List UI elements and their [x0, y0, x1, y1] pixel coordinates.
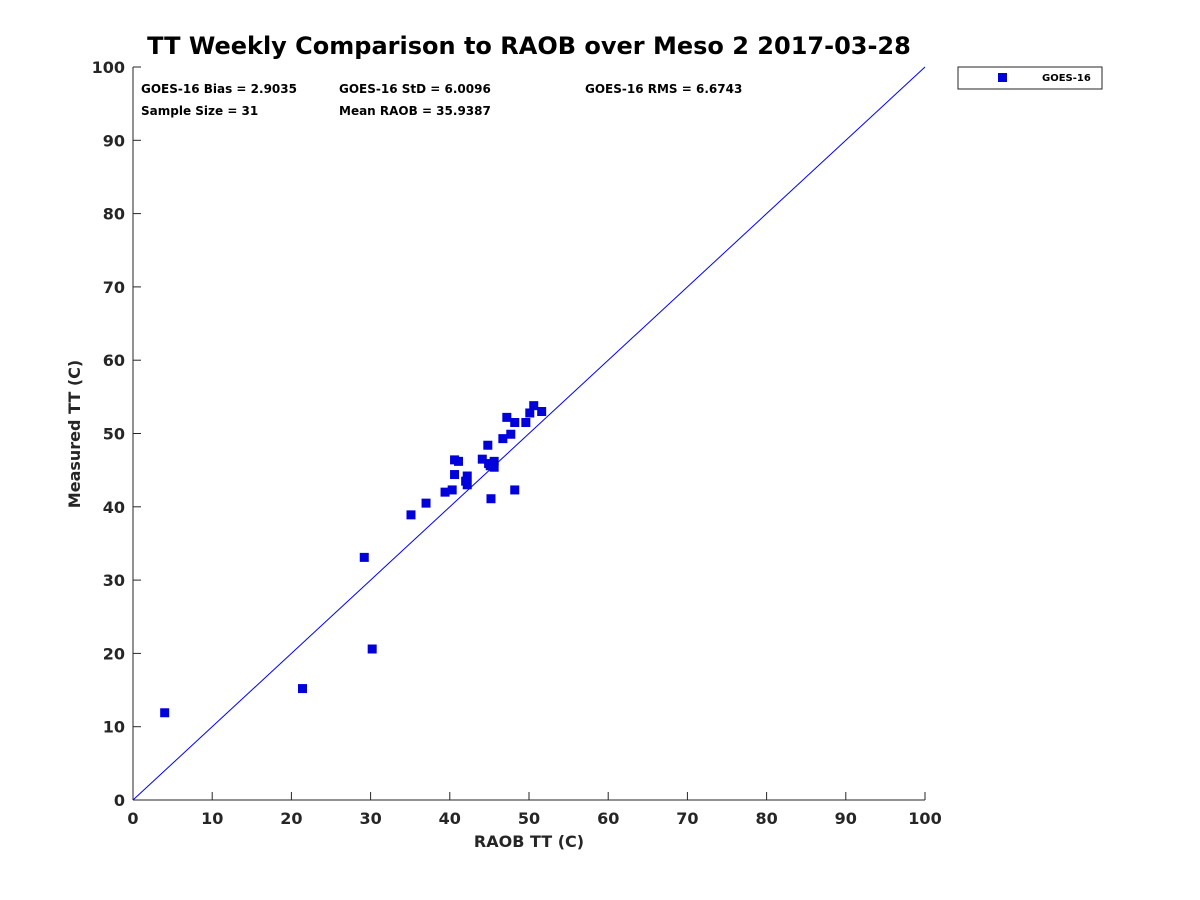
x-ticks: 0 10 20 30 40 50 60 70 80 90 100 — [127, 792, 942, 828]
data-point — [521, 418, 531, 428]
data-point — [454, 456, 464, 466]
data-point — [483, 440, 493, 450]
stat-bias: GOES-16 Bias = 2.9035 — [141, 82, 297, 96]
y-axis-label: Measured TT (C) — [65, 360, 84, 508]
legend-marker — [998, 73, 1007, 82]
data-point — [529, 401, 539, 411]
x-tick-label: 50 — [518, 809, 540, 828]
y-tick-label: 60 — [103, 351, 125, 370]
data-point — [450, 470, 460, 480]
data-points — [160, 401, 547, 718]
stat-std: GOES-16 StD = 6.0096 — [339, 82, 491, 96]
x-tick-label: 0 — [127, 809, 138, 828]
data-point — [160, 708, 170, 718]
y-tick-label: 100 — [92, 58, 125, 77]
y-tick-label: 50 — [103, 425, 125, 444]
data-point — [498, 434, 508, 444]
data-point — [447, 485, 457, 495]
data-point — [477, 454, 487, 464]
x-tick-label: 20 — [280, 809, 302, 828]
data-point — [406, 510, 416, 520]
y-tick-label: 70 — [103, 278, 125, 297]
data-point — [484, 459, 494, 469]
data-point — [506, 429, 516, 439]
data-point — [421, 498, 431, 508]
data-point — [461, 476, 471, 486]
y-tick-label: 80 — [103, 205, 125, 224]
x-tick-label: 10 — [201, 809, 223, 828]
data-point — [359, 552, 369, 562]
data-point — [525, 408, 535, 418]
y-tick-label: 20 — [103, 644, 125, 663]
x-tick-label: 70 — [676, 809, 698, 828]
x-tick-label: 80 — [755, 809, 777, 828]
data-point — [440, 487, 450, 497]
one-to-one-line — [132, 66, 926, 801]
y-tick-label: 90 — [103, 131, 125, 150]
data-point — [462, 471, 472, 481]
x-tick-label: 60 — [597, 809, 619, 828]
x-tick-label: 40 — [439, 809, 461, 828]
data-point — [510, 418, 520, 428]
y-ticks: 0 10 20 30 40 50 60 70 80 90 100 — [92, 58, 141, 810]
stat-mean-raob: Mean RAOB = 35.9387 — [339, 104, 491, 118]
stat-sample-size: Sample Size = 31 — [141, 104, 258, 118]
legend-label: GOES-16 — [1042, 73, 1091, 84]
y-tick-label: 30 — [103, 571, 125, 590]
data-point — [537, 407, 547, 417]
data-point — [502, 412, 512, 422]
x-tick-label: 30 — [359, 809, 381, 828]
x-tick-label: 100 — [908, 809, 941, 828]
y-tick-label: 40 — [103, 498, 125, 517]
data-point — [510, 485, 520, 495]
legend-box — [957, 66, 1103, 90]
data-point — [297, 684, 307, 694]
x-tick-label: 90 — [835, 809, 857, 828]
chart-title: TT Weekly Comparison to RAOB over Meso 2… — [147, 32, 911, 60]
legend: GOES-16 — [957, 66, 1103, 90]
y-tick-label: 10 — [103, 718, 125, 737]
data-point — [486, 494, 496, 504]
data-point — [367, 644, 377, 654]
stat-rms: GOES-16 RMS = 6.6743 — [585, 82, 742, 96]
x-axis-label: RAOB TT (C) — [474, 832, 584, 851]
y-tick-label: 0 — [114, 791, 125, 810]
